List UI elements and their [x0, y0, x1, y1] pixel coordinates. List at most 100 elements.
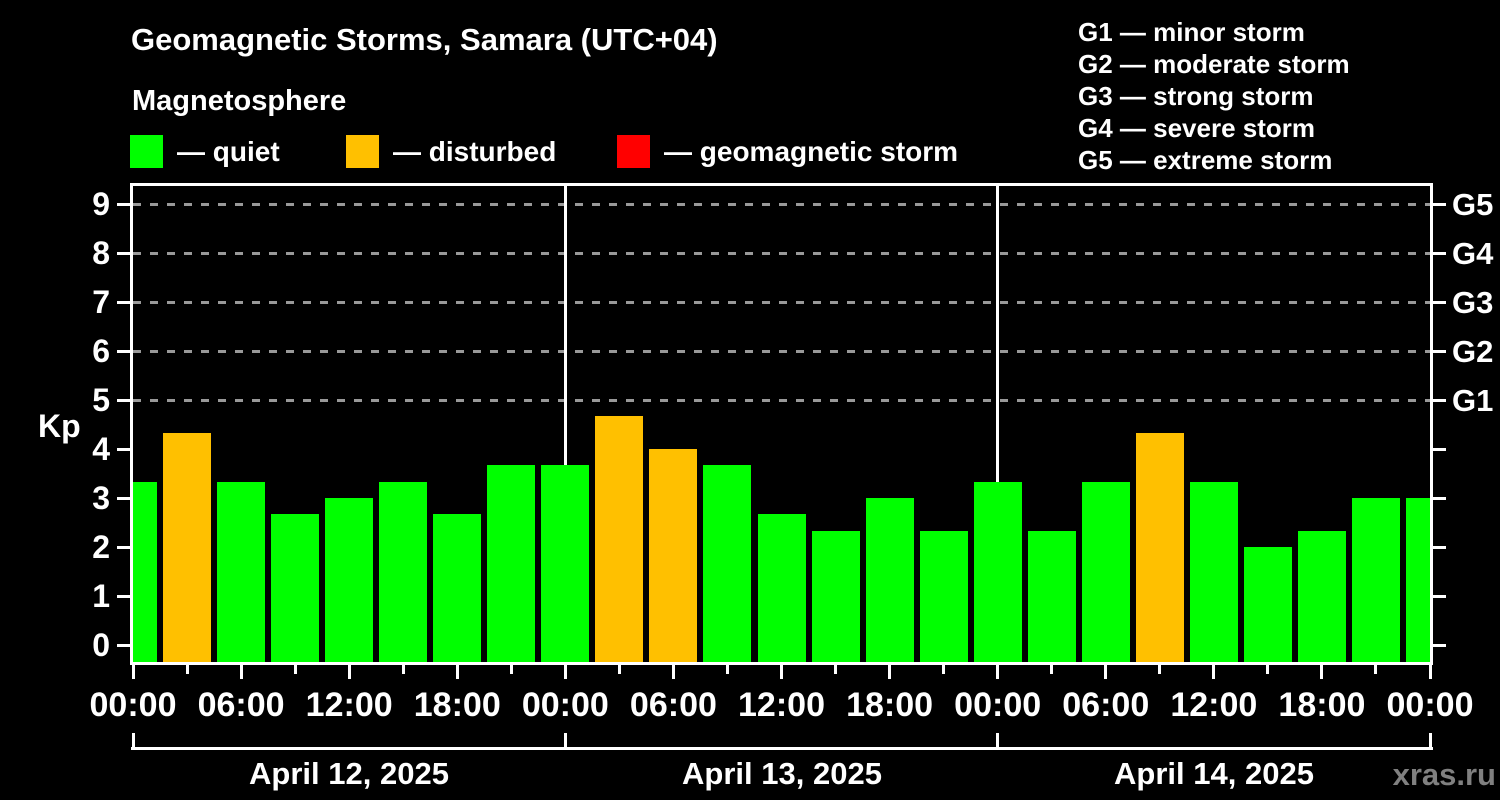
- kp-bar-12: [757, 514, 806, 662]
- g-label-g4: G4: [1452, 236, 1494, 271]
- x-tick-54h: [1104, 662, 1108, 679]
- day-divider-1: [563, 186, 567, 662]
- x-tick-27h: [617, 662, 621, 674]
- kp-bar-9: [595, 416, 644, 662]
- kp-bar-8: [541, 465, 590, 662]
- gridline-kp6: [133, 350, 1430, 353]
- x-tick-69h: [1374, 662, 1378, 674]
- legend-label-quiet: — quiet: [177, 136, 280, 167]
- x-tick-60h: [1212, 662, 1216, 679]
- kp-bar-5: [379, 481, 428, 662]
- legend-label-storm: — geomagnetic storm: [664, 136, 959, 167]
- y-tick-right-8: [1433, 251, 1446, 255]
- g-label-g3: G3: [1452, 285, 1494, 320]
- kp-bar-17: [1027, 530, 1076, 662]
- y-tick-left-1: [117, 594, 130, 598]
- y-label-4: 4: [92, 431, 110, 467]
- quiet-color-swatch: [130, 135, 163, 168]
- y-tick-left-9: [117, 202, 130, 206]
- y-label-6: 6: [92, 333, 110, 369]
- time-label-60h: 12:00: [1170, 686, 1258, 724]
- time-label-30h: 06:00: [629, 686, 717, 724]
- x-tick-18h: [455, 662, 459, 679]
- gridline-kp9: [133, 203, 1430, 206]
- y-tick-right-0: [1433, 643, 1446, 647]
- time-label-6h: 06:00: [197, 686, 285, 724]
- y-tick-right-1: [1433, 594, 1446, 598]
- x-tick-30h: [671, 662, 675, 679]
- y-axis-title: Kp: [38, 408, 81, 444]
- bracket-tick-24h: [563, 733, 567, 750]
- time-label-12h: 12:00: [305, 686, 393, 724]
- bracket-tick-48h: [996, 733, 1000, 750]
- kp-bar-14: [865, 498, 914, 662]
- y-label-1: 1: [92, 578, 110, 614]
- g-label-g2: G2: [1452, 334, 1494, 369]
- y-tick-left-2: [117, 545, 130, 549]
- page-title: Geomagnetic Storms, Samara (UTC+04): [131, 22, 718, 57]
- time-label-48h: 00:00: [954, 686, 1042, 724]
- x-tick-36h: [780, 662, 783, 679]
- kp-bar-11: [703, 465, 752, 662]
- time-label-18h: 18:00: [413, 686, 501, 724]
- x-tick-63h: [1266, 662, 1270, 674]
- y-label-0: 0: [92, 627, 110, 663]
- y-tick-right-5: [1433, 398, 1446, 402]
- storm-scale-legend: G1 — minor storm G2 — moderate storm G3 …: [1078, 16, 1350, 176]
- kp-bar-2: [217, 481, 266, 662]
- y-tick-right-9: [1433, 202, 1446, 206]
- x-tick-33h: [725, 662, 729, 674]
- kp-bar-7: [487, 465, 536, 662]
- storm-scale-g4: G4 — severe storm: [1078, 113, 1316, 143]
- y-label-9: 9: [92, 186, 110, 222]
- gridline-kp5: [133, 399, 1430, 402]
- x-tick-51h: [1050, 662, 1054, 674]
- y-tick-left-5: [117, 398, 130, 402]
- plot-area: [130, 183, 1433, 665]
- date-label-day1: April 12, 2025: [249, 756, 449, 791]
- x-tick-48h: [996, 662, 1000, 679]
- watermark: xras.ru: [1392, 757, 1496, 792]
- y-tick-left-0: [117, 643, 130, 647]
- disturbed-color-swatch: [346, 135, 379, 168]
- x-tick-24h: [563, 662, 567, 679]
- y-tick-left-6: [117, 349, 130, 353]
- x-tick-0h: [131, 662, 135, 679]
- legend-label-disturbed: — disturbed: [393, 136, 557, 167]
- kp-bar-24: [1406, 498, 1430, 662]
- date-label-day3: April 14, 2025: [1114, 756, 1314, 791]
- y-label-5: 5: [92, 382, 110, 418]
- x-tick-57h: [1158, 662, 1162, 674]
- x-tick-42h: [888, 662, 892, 679]
- time-label-66h: 18:00: [1278, 686, 1366, 724]
- y-tick-right-7: [1433, 300, 1446, 304]
- date-bracket: [131, 747, 1433, 750]
- g-label-g5: G5: [1452, 187, 1494, 222]
- x-tick-45h: [942, 662, 946, 674]
- kp-bar-6: [433, 514, 482, 662]
- x-tick-12h: [347, 662, 351, 679]
- date-label-day2: April 13, 2025: [682, 756, 882, 791]
- gridline-kp8: [133, 252, 1430, 255]
- kp-bar-3: [271, 514, 320, 662]
- y-label-3: 3: [92, 480, 110, 516]
- x-tick-9h: [293, 662, 297, 674]
- y-label-2: 2: [92, 529, 110, 565]
- x-tick-21h: [509, 662, 513, 674]
- time-label-36h: 12:00: [738, 686, 825, 724]
- x-tick-6h: [239, 662, 243, 679]
- y-tick-right-2: [1433, 545, 1446, 549]
- time-label-42h: 18:00: [846, 686, 934, 724]
- x-tick-66h: [1320, 662, 1324, 679]
- y-tick-right-4: [1433, 447, 1446, 451]
- storm-scale-g2: G2 — moderate storm: [1078, 49, 1350, 79]
- storm-scale-g3: G3 — strong storm: [1078, 81, 1314, 111]
- chart-subtitle: Magnetosphere: [132, 85, 347, 117]
- bracket-tick-0h: [131, 733, 135, 750]
- y-tick-right-3: [1433, 496, 1446, 500]
- kp-bar-0: [133, 481, 157, 662]
- y-tick-left-7: [117, 300, 130, 304]
- y-label-7: 7: [92, 284, 110, 320]
- kp-bar-23: [1351, 498, 1400, 662]
- kp-bar-16: [973, 481, 1022, 662]
